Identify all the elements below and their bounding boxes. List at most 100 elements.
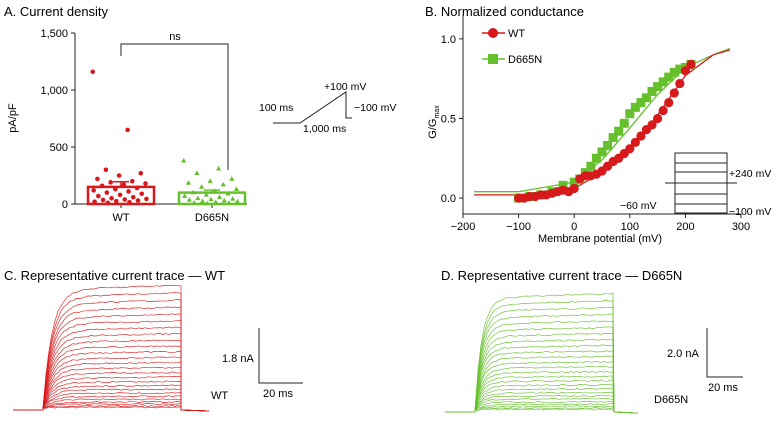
b-point-wt xyxy=(669,88,679,98)
protocol-b-v-hold: −60 mV xyxy=(620,200,656,212)
a-point xyxy=(105,200,111,206)
current-trace xyxy=(13,299,210,412)
b-point-wt xyxy=(675,78,685,89)
a-point xyxy=(199,184,205,189)
b-y-tick-label: 0.5 xyxy=(441,113,456,125)
a-point xyxy=(186,197,192,202)
b-point-d665n xyxy=(630,102,640,112)
a-point xyxy=(143,181,148,186)
a-point xyxy=(100,197,106,203)
current-trace xyxy=(445,391,639,414)
a-point xyxy=(99,183,105,189)
a-x-tick-label: D665N xyxy=(195,212,229,224)
a-y-tick-label: 1,500 xyxy=(40,28,68,40)
current-trace xyxy=(445,344,639,414)
panel-d-title: D. Representative current trace — D665N xyxy=(441,268,682,283)
a-point xyxy=(226,200,232,205)
current-trace xyxy=(445,375,639,414)
panel-b-xlabel: Membrane potential (mV) xyxy=(538,233,662,245)
current-trace xyxy=(445,326,639,414)
current-trace xyxy=(445,407,639,414)
current-trace xyxy=(13,400,210,412)
significance-label: ns xyxy=(169,31,181,43)
b-x-tick-label: 300 xyxy=(732,221,750,233)
a-point xyxy=(103,167,109,173)
a-y-tick-label: 0 xyxy=(62,199,68,211)
a-point xyxy=(216,165,222,171)
current-trace xyxy=(445,306,639,414)
current-trace xyxy=(13,404,210,412)
current-trace xyxy=(13,306,210,412)
b-x-tick-label: 100 xyxy=(621,221,639,233)
b-point-d665n xyxy=(619,118,629,128)
b-point-d665n xyxy=(558,180,568,190)
a-point xyxy=(122,197,128,202)
current-trace xyxy=(445,405,639,414)
current-trace xyxy=(445,350,639,414)
current-trace xyxy=(13,284,210,412)
current-trace xyxy=(13,398,210,412)
a-point xyxy=(230,196,236,201)
panel-c-title: C. Representative current trace — WT xyxy=(4,268,225,283)
a-point xyxy=(90,69,96,75)
a-point xyxy=(216,194,223,199)
current-trace xyxy=(445,394,639,414)
a-point xyxy=(113,186,118,192)
a-point xyxy=(203,192,209,197)
panel-b-ylabel: G/Gmax xyxy=(427,105,441,139)
b-fit-d665n xyxy=(474,47,731,193)
significance-bracket xyxy=(120,43,229,170)
panel-b-ylabel-sub: max xyxy=(434,105,441,119)
a-point xyxy=(108,180,113,185)
b-point-d665n xyxy=(603,141,613,151)
current-trace xyxy=(445,320,639,414)
a-point xyxy=(185,180,192,185)
panel-c-scale-current: 1.8 nA xyxy=(222,353,254,365)
a-point xyxy=(138,170,144,176)
panel-c-series-label: WT xyxy=(211,390,228,402)
a-point xyxy=(130,194,136,200)
panel-d-scale-bar xyxy=(706,328,743,378)
current-trace xyxy=(13,313,210,412)
a-point xyxy=(116,173,122,178)
a-point xyxy=(225,190,231,196)
current-trace xyxy=(13,361,210,412)
a-point xyxy=(91,188,96,193)
b-point-d665n xyxy=(591,153,601,163)
current-trace xyxy=(13,380,210,412)
a-point xyxy=(234,198,241,204)
panel-c-traces xyxy=(13,284,210,412)
current-trace xyxy=(13,376,210,412)
current-trace xyxy=(13,391,210,412)
protocol-a-t-hold: 100 ms xyxy=(259,102,293,114)
b-point-d665n xyxy=(653,82,663,92)
a-point xyxy=(204,200,210,206)
current-trace xyxy=(13,395,210,412)
b-point-d665n xyxy=(597,147,607,157)
b-point-d665n xyxy=(647,86,657,96)
b-point-wt xyxy=(680,66,691,76)
current-trace xyxy=(445,397,639,414)
a-point xyxy=(191,200,197,205)
a-point xyxy=(207,178,213,183)
a-point xyxy=(233,186,240,191)
panel-b-legend: WT D665N xyxy=(482,28,542,66)
a-point xyxy=(113,198,119,204)
b-point-d665n xyxy=(586,161,596,171)
current-trace xyxy=(445,403,639,414)
protocol-a-v-end: −100 mV xyxy=(354,102,396,114)
a-point xyxy=(134,185,140,191)
current-trace xyxy=(445,360,639,414)
protocol-b-v-bottom: −100 mV xyxy=(729,206,771,218)
a-point xyxy=(213,199,219,205)
panel-a-ylabel: pA/pF xyxy=(7,103,19,133)
current-trace xyxy=(13,339,210,412)
b-point-d665n xyxy=(669,67,679,77)
current-trace xyxy=(445,408,639,414)
b-point-wt xyxy=(569,183,579,194)
current-trace xyxy=(13,332,210,412)
current-trace xyxy=(13,345,210,412)
b-x-tick-label: 200 xyxy=(676,221,694,233)
a-point xyxy=(125,127,130,133)
